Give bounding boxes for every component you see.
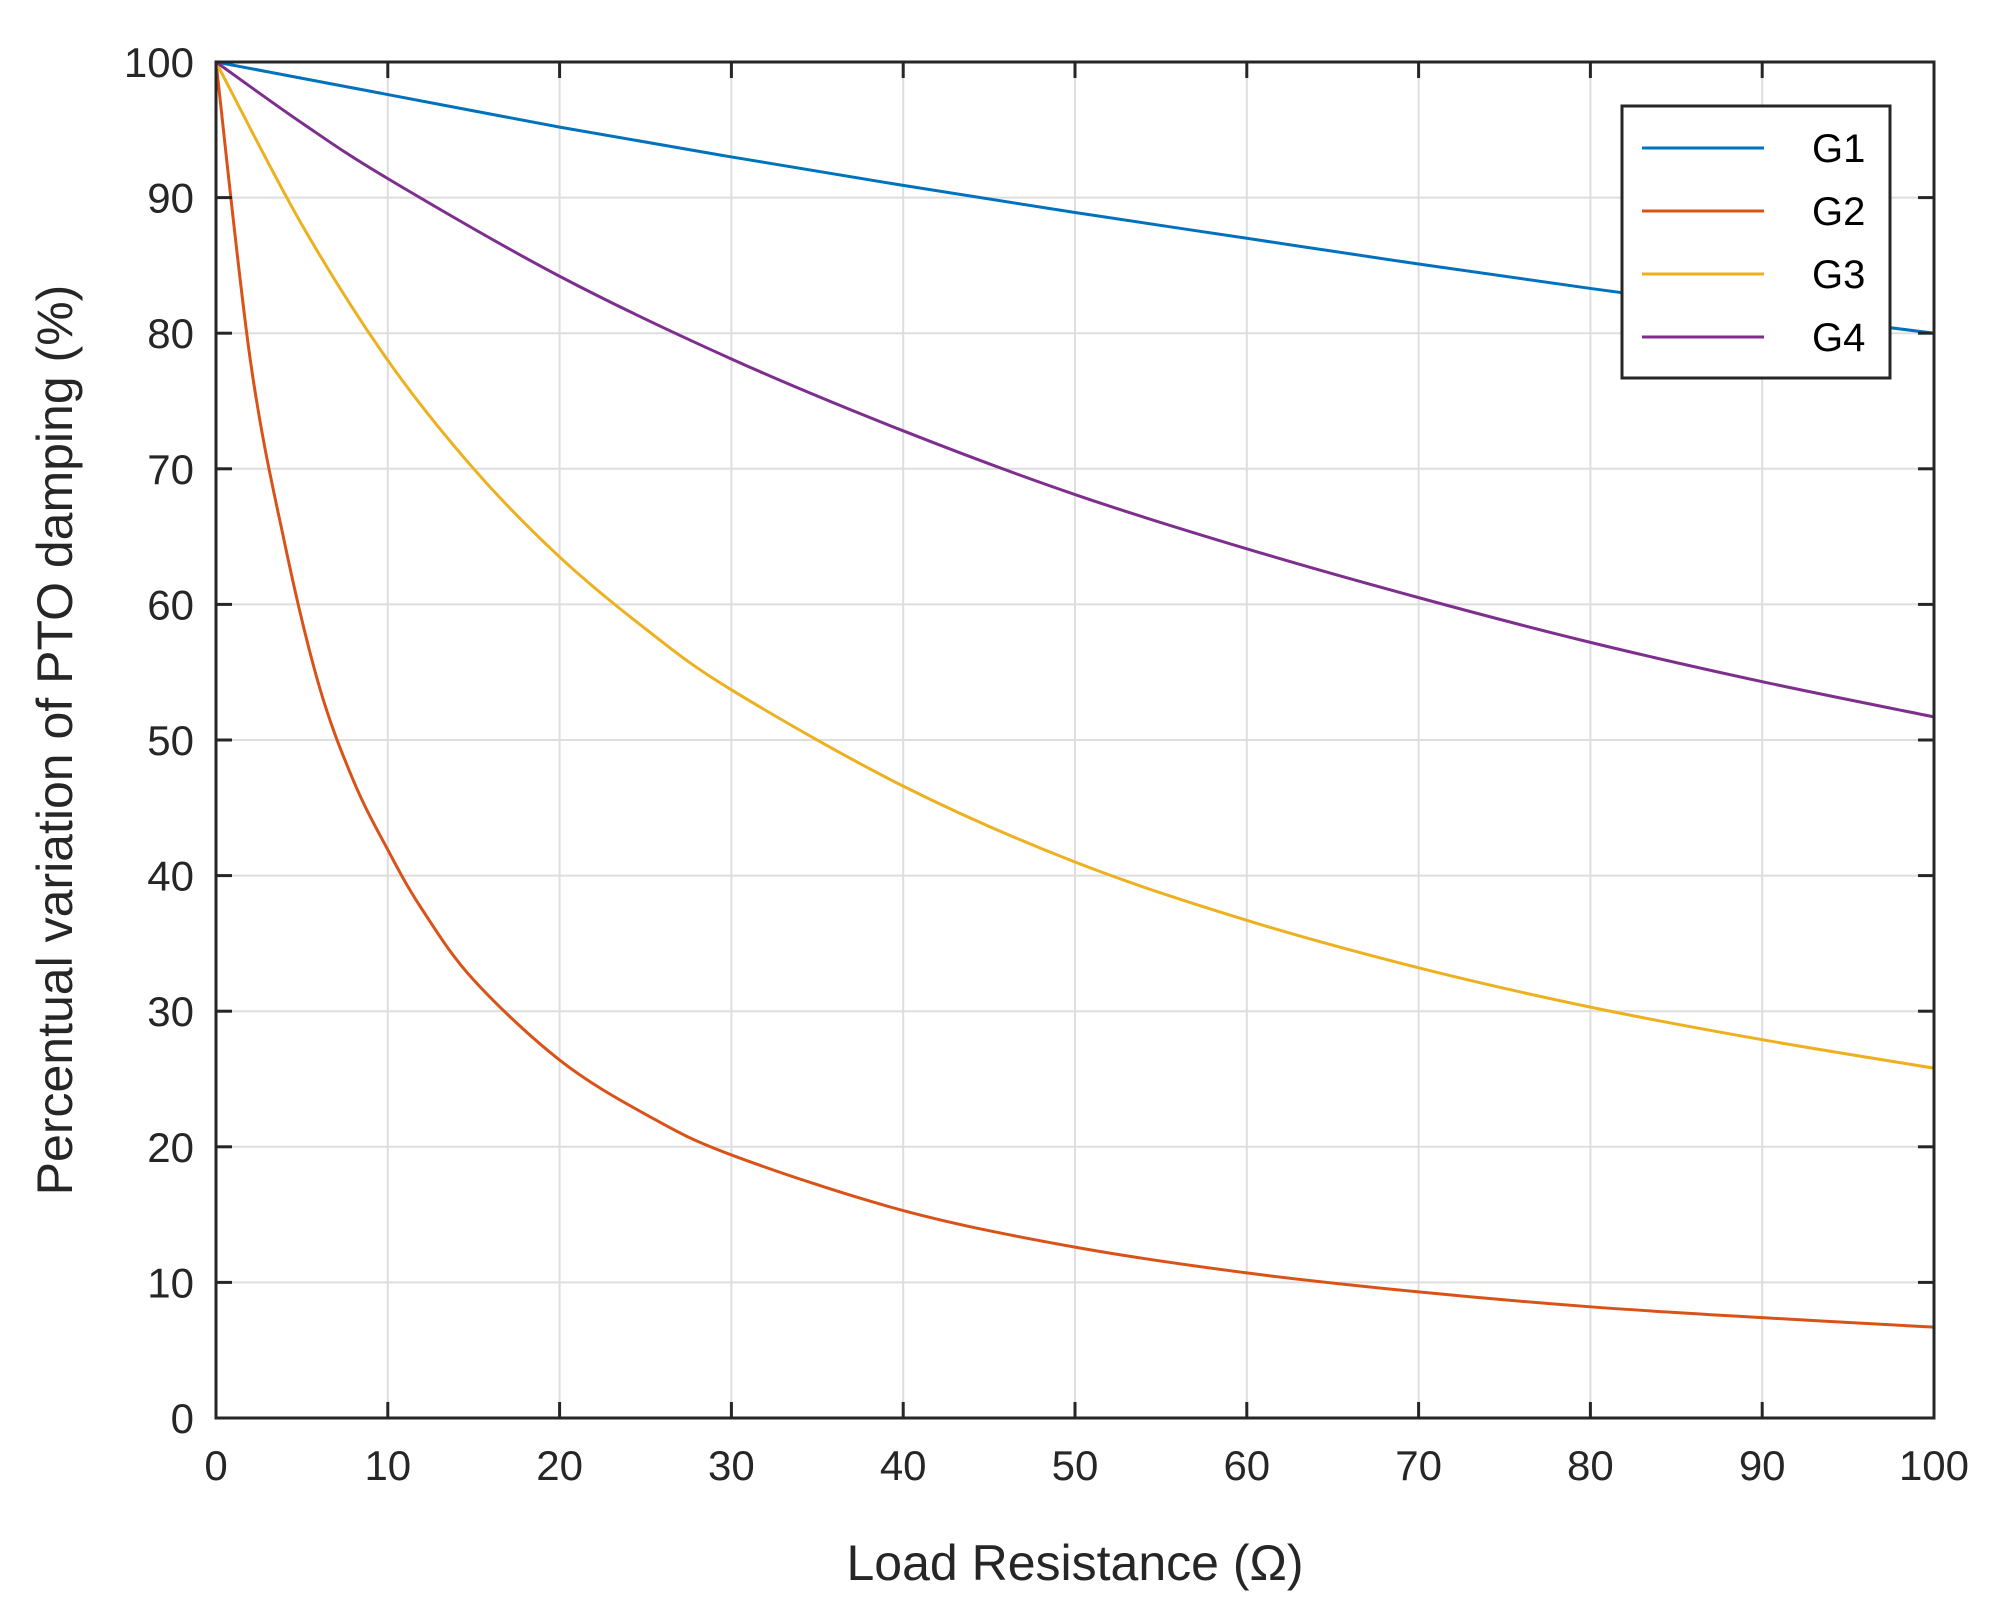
y-tick-label: 0 — [171, 1395, 194, 1442]
x-tick-label: 80 — [1567, 1442, 1614, 1489]
y-tick-label: 90 — [147, 175, 194, 222]
y-tick-label: 100 — [124, 39, 194, 86]
x-tick-labels: 0 10 20 30 40 50 60 70 80 90 100 — [204, 1442, 1969, 1489]
legend-label-g2: G2 — [1812, 190, 1865, 234]
y-tick-label: 20 — [147, 1124, 194, 1171]
series-line-g2 — [214, 60, 1936, 1329]
y-tick-label: 80 — [147, 310, 194, 357]
legend-label-g3: G3 — [1812, 253, 1865, 297]
series-line-g4 — [214, 60, 1936, 719]
x-tick-label: 70 — [1395, 1442, 1442, 1489]
legend: G1 G2 G3 G4 — [1620, 104, 1892, 380]
x-tick-label: 20 — [536, 1442, 583, 1489]
y-tick-labels: 0 10 20 30 40 50 60 70 80 90 100 — [124, 39, 194, 1442]
legend-label-g1: G1 — [1812, 127, 1865, 171]
x-axis-title: Load Resistance (Ω) — [846, 1535, 1303, 1591]
y-tick-label: 50 — [147, 717, 194, 764]
x-tick-label: 60 — [1223, 1442, 1270, 1489]
y-tick-label: 60 — [147, 581, 194, 628]
axis-ticks — [214, 60, 1936, 1420]
x-tick-label: 40 — [880, 1442, 927, 1489]
x-tick-label: 30 — [708, 1442, 755, 1489]
x-tick-label: 90 — [1739, 1442, 1786, 1489]
x-tick-label: 50 — [1052, 1442, 1099, 1489]
y-tick-label: 70 — [147, 446, 194, 493]
y-tick-label: 40 — [147, 853, 194, 900]
legend-label-g4: G4 — [1812, 316, 1865, 360]
series-line-g3 — [214, 60, 1936, 1070]
y-axis-title: Percentual variation of PTO damping (%) — [27, 285, 83, 1196]
x-tick-label: 10 — [364, 1442, 411, 1489]
x-tick-label: 0 — [204, 1442, 227, 1489]
legend-box — [1620, 104, 1892, 380]
y-tick-label: 10 — [147, 1259, 194, 1306]
y-tick-label: 30 — [147, 988, 194, 1035]
x-tick-label: 100 — [1899, 1442, 1969, 1489]
